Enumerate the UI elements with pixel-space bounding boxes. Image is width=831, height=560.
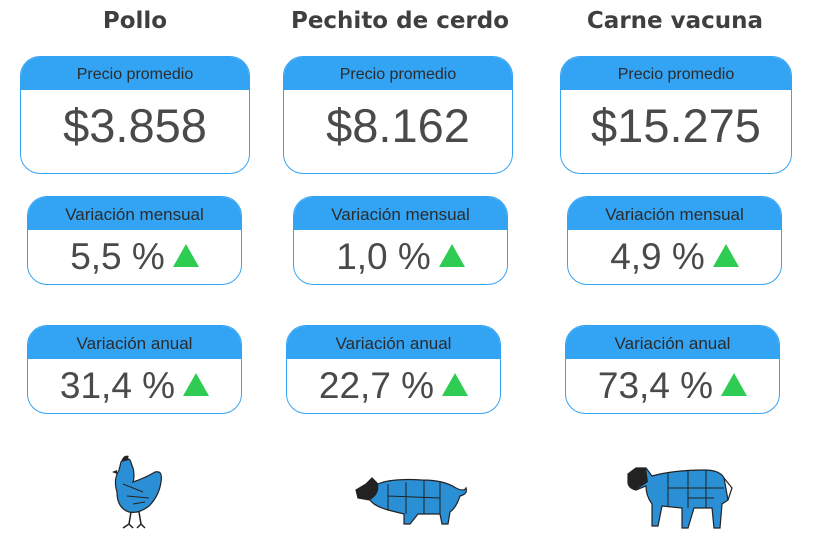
- price-card: Precio promedio $15.275: [560, 56, 792, 174]
- monthly-card: Variación mensual 4,9 %: [567, 196, 782, 285]
- triangle-up-icon: [721, 372, 748, 396]
- annual-value: 22,7 %: [318, 365, 435, 406]
- monthly-label: Variación mensual: [28, 197, 241, 230]
- annual-value: 73,4 %: [597, 365, 714, 406]
- price-label: Precio promedio: [21, 57, 249, 90]
- annual-label: Variación anual: [566, 326, 779, 359]
- column-cerdo: Pechito de cerdo Precio promedio $8.162 …: [280, 0, 520, 560]
- price-card: Precio promedio $3.858: [20, 56, 250, 174]
- pig-icon: [355, 477, 467, 525]
- triangle-up-icon: [183, 372, 210, 396]
- monthly-value-row: 5,5 %: [28, 235, 241, 279]
- monthly-value-row: 1,0 %: [294, 235, 507, 279]
- price-value: $15.275: [591, 99, 761, 152]
- monthly-card: Variación mensual 5,5 %: [27, 196, 242, 285]
- annual-label: Variación anual: [287, 326, 500, 359]
- column-pollo: Pollo Precio promedio $3.858 Variación m…: [0, 0, 270, 560]
- monthly-label: Variación mensual: [568, 197, 781, 230]
- triangle-up-icon: [442, 372, 469, 396]
- triangle-up-icon: [438, 243, 465, 267]
- monthly-value-row: 4,9 %: [568, 235, 781, 279]
- annual-value: 31,4 %: [59, 365, 176, 406]
- cow-icon: [627, 467, 733, 529]
- price-value: $8.162: [326, 99, 470, 152]
- price-value: $3.858: [63, 99, 207, 152]
- annual-value-row: 31,4 %: [28, 364, 241, 408]
- price-label: Precio promedio: [561, 57, 791, 90]
- chicken-icon: [112, 455, 162, 529]
- column-title: Carne vacuna: [586, 8, 764, 34]
- annual-card: Variación anual 31,4 %: [27, 325, 242, 414]
- monthly-value: 1,0 %: [336, 236, 431, 277]
- monthly-value: 4,9 %: [610, 236, 705, 277]
- price-label: Precio promedio: [284, 57, 512, 90]
- annual-value-row: 22,7 %: [287, 364, 500, 408]
- column-title: Pechito de cerdo: [290, 8, 510, 34]
- monthly-card: Variación mensual 1,0 %: [293, 196, 508, 285]
- annual-value-row: 73,4 %: [566, 364, 779, 408]
- triangle-up-icon: [712, 243, 739, 267]
- annual-label: Variación anual: [28, 326, 241, 359]
- price-card: Precio promedio $8.162: [283, 56, 513, 174]
- monthly-label: Variación mensual: [294, 197, 507, 230]
- monthly-value: 5,5 %: [70, 236, 165, 277]
- column-vacuna: Carne vacuna Precio promedio $15.275 Var…: [550, 0, 800, 560]
- annual-card: Variación anual 22,7 %: [286, 325, 501, 414]
- annual-card: Variación anual 73,4 %: [565, 325, 780, 414]
- column-title: Pollo: [102, 8, 168, 34]
- triangle-up-icon: [172, 243, 199, 267]
